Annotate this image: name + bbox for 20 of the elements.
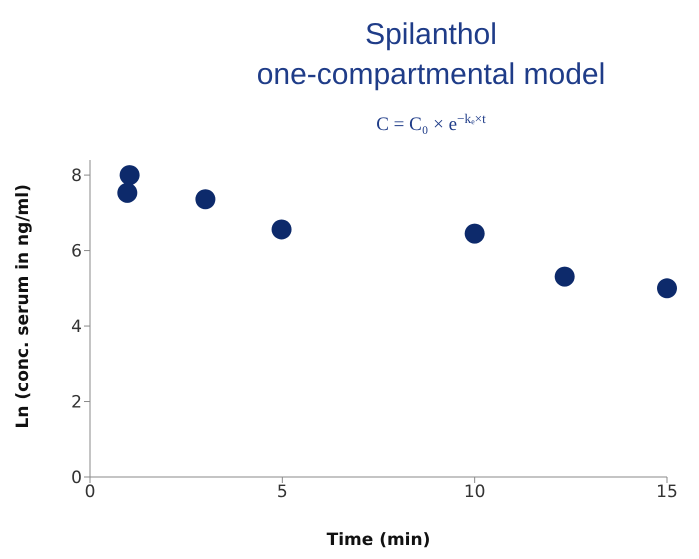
y-tick-label: 0: [71, 468, 82, 488]
y-tick-label: 2: [71, 392, 82, 413]
point: [272, 219, 292, 240]
y-tick-label: 4: [71, 317, 82, 338]
chart-title: Spilanthol one-compartmental model: [256, 18, 606, 91]
point: [464, 224, 485, 244]
x-tick-label: 0: [84, 482, 96, 502]
y-tick-label: 6: [71, 242, 82, 262]
point: [657, 278, 677, 298]
x-axis-title: Time (min): [326, 530, 430, 550]
point: [195, 189, 216, 210]
point: [120, 165, 140, 186]
point: [554, 266, 575, 287]
x-tick-label: 5: [276, 482, 288, 502]
point: [117, 182, 138, 203]
x-tick-label: 15: [656, 482, 678, 502]
chart-subtitle: C = C₀ × e$^{−kₑ×t}$: [376, 110, 486, 135]
y-axis-title: Ln (conc. serum in ng/ml): [13, 184, 34, 428]
x-tick-label: 10: [464, 482, 486, 502]
y-tick-label: 8: [71, 166, 82, 186]
